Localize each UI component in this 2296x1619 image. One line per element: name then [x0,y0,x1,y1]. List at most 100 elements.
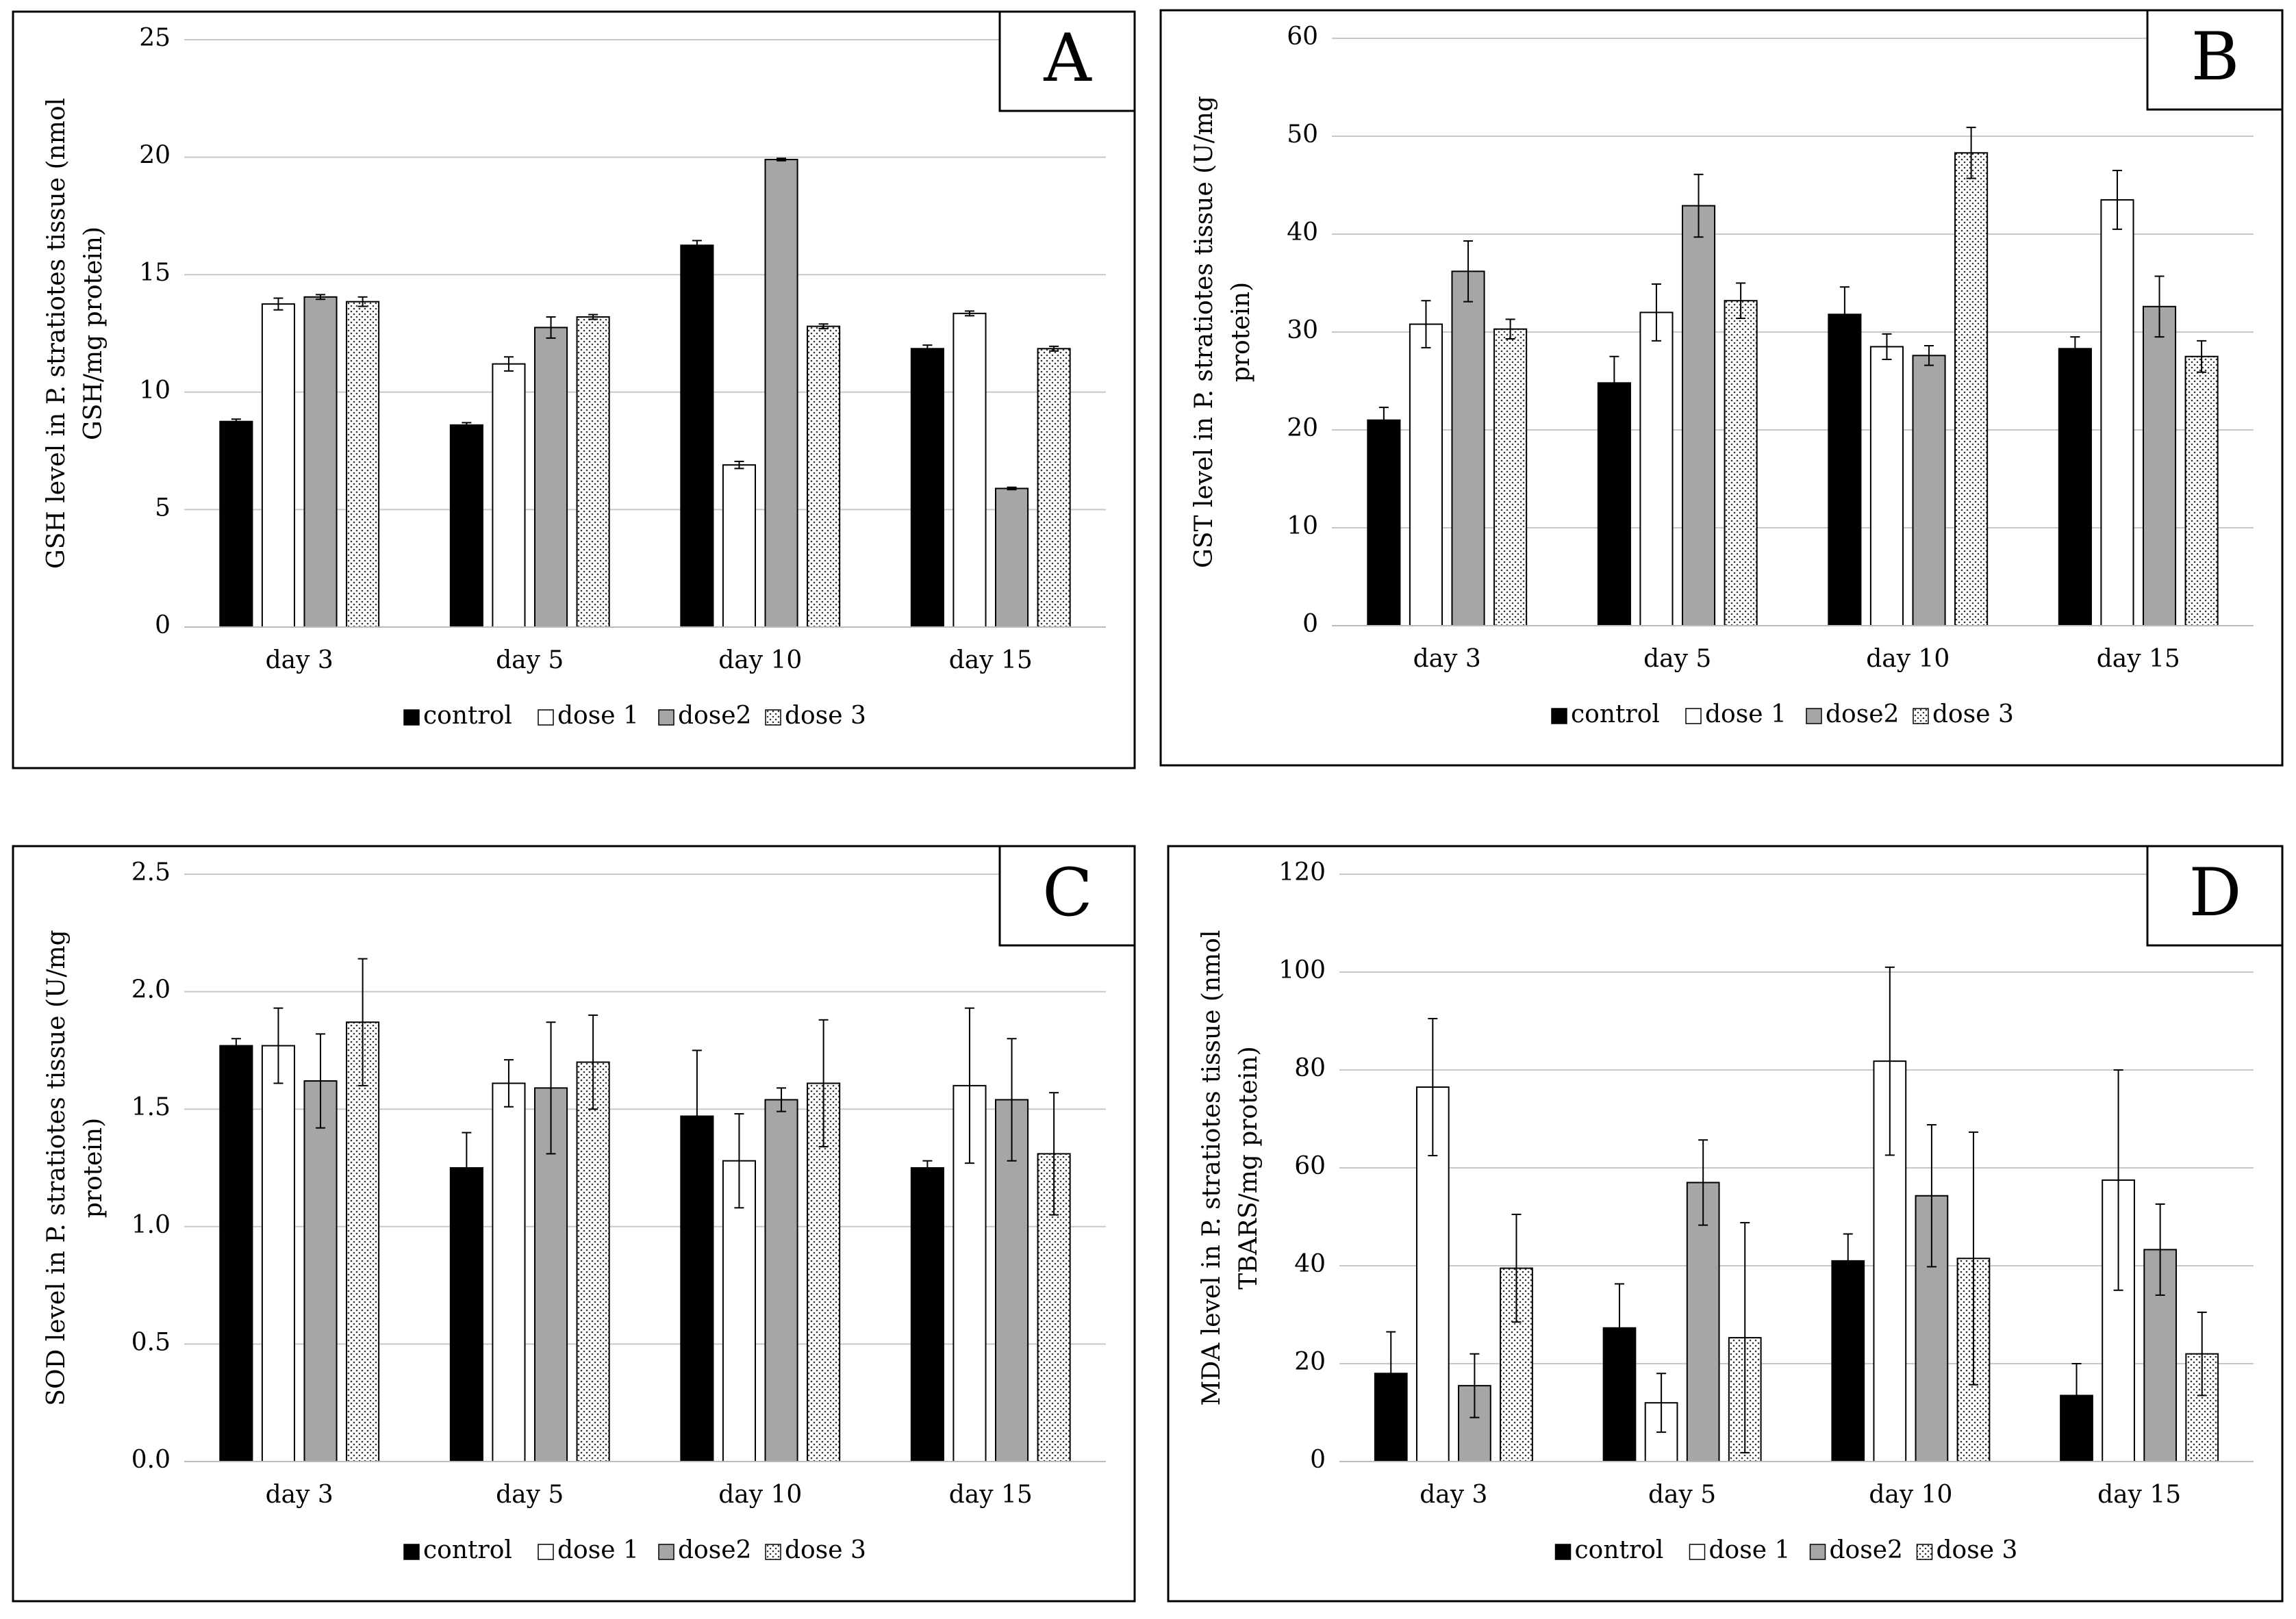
x-tick-label: day 15 [2097,1481,2181,1509]
y-tick-label: 40 [1294,1250,1326,1278]
error-bar [1651,283,1661,342]
error-bar [2071,1363,2082,1428]
error-bar [1924,345,1934,366]
error-bar [1469,1353,1480,1418]
error-bar [1740,1222,1750,1454]
legend-label: dose 1 [1709,1536,1791,1564]
x-tick-label: day 15 [949,646,1033,674]
error-bar [2070,336,2080,361]
error-bar [1378,407,1389,434]
bar [492,363,526,628]
bar [1409,323,1443,626]
bar [303,1080,338,1462]
error-bar [316,294,326,301]
error-bar [357,296,368,307]
y-tick-label: 0.0 [131,1446,171,1474]
x-tick-label: day 3 [1420,1481,1487,1509]
panel: 0 20 40 60 80 100 120 MDA level in P. stratiote… [1167,845,2284,1603]
y-tick-label: 20 [139,142,171,170]
legend-swatch [1806,708,1822,724]
error-bar [1428,1017,1438,1157]
bar [219,1045,253,1462]
error-bar [1007,486,1017,491]
legend-label: control [423,1536,512,1564]
x-tick-label: day 3 [266,1481,333,1509]
error-bar [692,240,702,251]
y-axis-label: TBARS/mg protein) [1235,1046,1263,1289]
panel: 0 10 20 30 40 50 60 GST level in P. stratiotes … [1159,9,2284,767]
y-axis-label: GST level in P. stratiotes tissue (U/mg [1190,96,1218,568]
bar [764,159,798,628]
x-tick-label: day 5 [496,646,564,674]
y-axis-label: GSH/mg protein) [79,227,108,440]
error-bar [462,422,472,429]
error-bar [2113,1069,2123,1291]
y-tick-label: 30 [1287,316,1318,344]
bar [449,424,483,628]
legend-label: dose 1 [557,1536,639,1564]
error-bar [2197,1311,2207,1397]
y-axis-label: protein) [1227,282,1255,382]
error-bar [1049,1092,1059,1216]
error-bar [734,461,744,470]
x-tick-label: day 10 [1869,1481,1952,1509]
bar [303,296,338,628]
bar [261,1045,296,1462]
y-tick-label: 15 [139,259,171,287]
y-tick-label: 2.5 [131,858,171,887]
legend-label: dose2 [1830,1536,1903,1564]
bar [910,1167,944,1462]
legend-label: dose 1 [557,702,639,730]
error-bar [588,1014,598,1110]
error-bar [1505,318,1515,340]
error-bar [273,1007,283,1084]
error-bar [1926,1124,1937,1268]
error-bar [692,1049,702,1183]
x-tick-label: day 10 [1866,645,1950,673]
bar [1869,346,1904,626]
y-tick-label: 20 [1294,1348,1326,1376]
y-tick-label: 5 [155,494,171,522]
legend-swatch [538,709,554,726]
bar [764,1099,798,1462]
y-tick-label: 120 [1278,858,1326,887]
bar [680,244,714,628]
error-bar [588,314,598,320]
bar [1724,300,1758,626]
bar [680,1115,714,1462]
bar [807,325,841,628]
error-bar [922,344,933,353]
y-axis-label: MDA level in P. stratiotes tissue (nmol [1198,930,1226,1406]
x-tick-label: day 5 [1643,645,1711,673]
error-bar [964,310,974,317]
error-bar [1421,300,1431,348]
y-tick-label: 1.5 [131,1093,171,1121]
error-bar [1966,127,1976,179]
bar [1493,328,1528,626]
error-bar [964,1007,974,1164]
x-tick-label: day 15 [949,1481,1033,1509]
panel-letter-box [2146,9,2284,111]
bar [576,316,610,628]
bar [722,464,757,628]
legend-swatch [1689,1544,1706,1560]
error-bar [2197,340,2207,373]
bar [1681,205,1716,626]
error-bar [1839,286,1850,343]
error-bar [503,1059,514,1108]
error-bar [1463,240,1474,303]
panel-frame [12,845,1136,1603]
legend-swatch [403,1544,420,1560]
error-bar [2112,170,2122,230]
bar [346,301,380,628]
bar [1954,152,1989,626]
error-bar [1656,1373,1667,1433]
y-tick-label: 0.5 [131,1328,171,1356]
error-bar [1884,966,1895,1156]
y-tick-label: 60 [1294,1152,1326,1180]
legend-label: dose 3 [785,702,866,730]
bar [1367,419,1401,626]
error-bar [316,1033,326,1129]
bar [219,420,253,628]
bar [953,312,987,628]
